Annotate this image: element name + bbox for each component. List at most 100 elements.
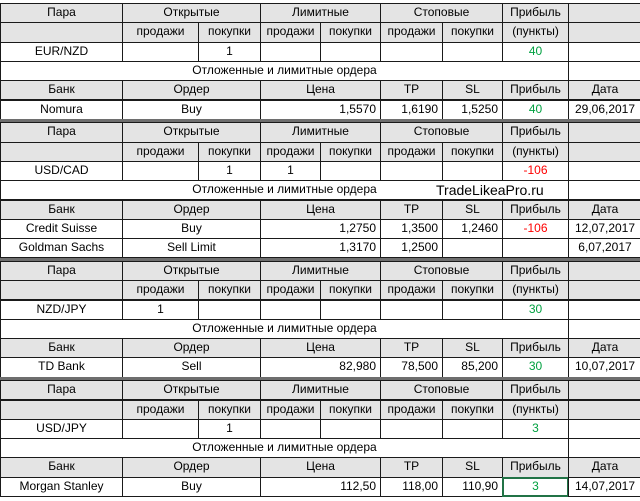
empty-cell <box>0 399 123 420</box>
order-header-cell: Цена <box>260 199 381 220</box>
profit-cell: 30 <box>502 357 569 378</box>
take-profit: 1,6190 <box>380 99 443 120</box>
pair-name: USD/CAD <box>0 160 123 182</box>
subheader-cell: покупки <box>320 22 381 43</box>
section-title: Отложенные и лимитные ордера <box>0 60 569 82</box>
position-cell <box>380 41 443 62</box>
order-header-cell: Прибыль <box>502 199 569 220</box>
empty-cell <box>568 141 640 162</box>
order-header-cell: Банк <box>0 338 123 359</box>
order-header-cell: Прибыль <box>502 338 569 359</box>
bank: Credit Suisse <box>0 218 123 240</box>
subheader-cell: продажи <box>380 141 443 162</box>
order-header-cell: TP <box>380 338 443 359</box>
subheader-cell: (пункты) <box>502 399 569 420</box>
order-header-cell: Цена <box>260 80 381 101</box>
empty-cell <box>568 180 640 201</box>
position-cell <box>122 41 199 62</box>
profit-cell: 30 <box>502 299 569 320</box>
subheader-cell: продажи <box>122 399 199 420</box>
header-cell: Пара <box>0 122 123 143</box>
order-header-cell: Банк <box>0 457 123 478</box>
empty-cell <box>568 318 640 340</box>
subheader-cell: покупки <box>442 141 503 162</box>
order-header-cell: TP <box>380 199 443 220</box>
position-cell <box>442 41 503 62</box>
empty-cell <box>0 141 123 162</box>
price: 112,50 <box>260 476 381 497</box>
watermark: TradeLikeaPro.ru <box>436 182 544 199</box>
position-cell <box>198 299 261 320</box>
header-cell: Прибыль <box>502 380 569 401</box>
block-separator <box>0 119 640 123</box>
stop-loss: 1,5250 <box>442 99 503 120</box>
position-cell <box>320 299 381 320</box>
date: 10,07,2017 <box>568 357 640 378</box>
empty-cell <box>0 22 123 43</box>
subheader-cell: продажи <box>380 280 443 301</box>
empty-cell <box>568 399 640 420</box>
subheader-cell: покупки <box>320 399 381 420</box>
bank: Goldman Sachs <box>0 238 123 259</box>
date: 6,07,2017 <box>568 238 640 259</box>
position-cell: 1 <box>122 299 199 320</box>
header-cell: Прибыль <box>502 260 569 282</box>
position-cell <box>442 299 503 320</box>
header-cell: Стоповые <box>380 260 503 282</box>
order-type: Sell <box>122 357 261 378</box>
subheader-cell: продажи <box>380 399 443 420</box>
position-cell <box>380 299 443 320</box>
subheader-cell: продажи <box>260 141 321 162</box>
empty-cell <box>568 160 640 182</box>
subheader-cell: покупки <box>198 399 261 420</box>
pair-name: NZD/JPY <box>0 299 123 320</box>
subheader-cell: (пункты) <box>502 141 569 162</box>
section-title: Отложенные и лимитные ордера <box>0 438 569 459</box>
header-cell: Лимитные <box>260 380 381 401</box>
order-header-cell: SL <box>442 80 503 101</box>
profit-cell: 3 <box>502 418 569 440</box>
empty-cell <box>568 380 640 401</box>
order-header-cell: SL <box>442 457 503 478</box>
position-cell <box>320 41 381 62</box>
empty-cell <box>568 260 640 282</box>
subheader-cell: покупки <box>198 141 261 162</box>
subheader-cell: покупки <box>198 22 261 43</box>
bank: TD Bank <box>0 357 123 378</box>
subheader-cell: продажи <box>122 280 199 301</box>
order-header-cell: Дата <box>568 80 640 101</box>
empty-cell <box>568 438 640 459</box>
header-cell: Прибыль <box>502 122 569 143</box>
order-header-cell: Дата <box>568 338 640 359</box>
subheader-cell: покупки <box>442 399 503 420</box>
order-header-cell: Дата <box>568 457 640 478</box>
header-cell: Открытые <box>122 3 261 24</box>
position-cell <box>260 418 321 440</box>
subheader-cell: покупки <box>442 280 503 301</box>
empty-cell <box>0 280 123 301</box>
position-cell <box>122 160 199 182</box>
header-cell: Пара <box>0 380 123 401</box>
empty-cell <box>568 122 640 143</box>
position-cell <box>380 418 443 440</box>
order-type: Buy <box>122 218 261 240</box>
header-cell: Открытые <box>122 122 261 143</box>
order-type: Buy <box>122 476 261 497</box>
position-cell <box>320 418 381 440</box>
position-cell <box>380 160 443 182</box>
position-cell <box>260 299 321 320</box>
position-cell <box>260 41 321 62</box>
order-header-cell: Ордер <box>122 457 261 478</box>
order-header-cell: Цена <box>260 338 381 359</box>
header-cell: Лимитные <box>260 3 381 24</box>
subheader-cell: продажи <box>380 22 443 43</box>
order-header-cell: Ордер <box>122 338 261 359</box>
order-header-cell: Прибыль <box>502 457 569 478</box>
profit-cell <box>502 238 569 259</box>
position-cell: 1 <box>198 160 261 182</box>
price: 1,3170 <box>260 238 381 259</box>
order-header-cell: Банк <box>0 199 123 220</box>
position-cell <box>442 160 503 182</box>
subheader-cell: покупки <box>198 280 261 301</box>
